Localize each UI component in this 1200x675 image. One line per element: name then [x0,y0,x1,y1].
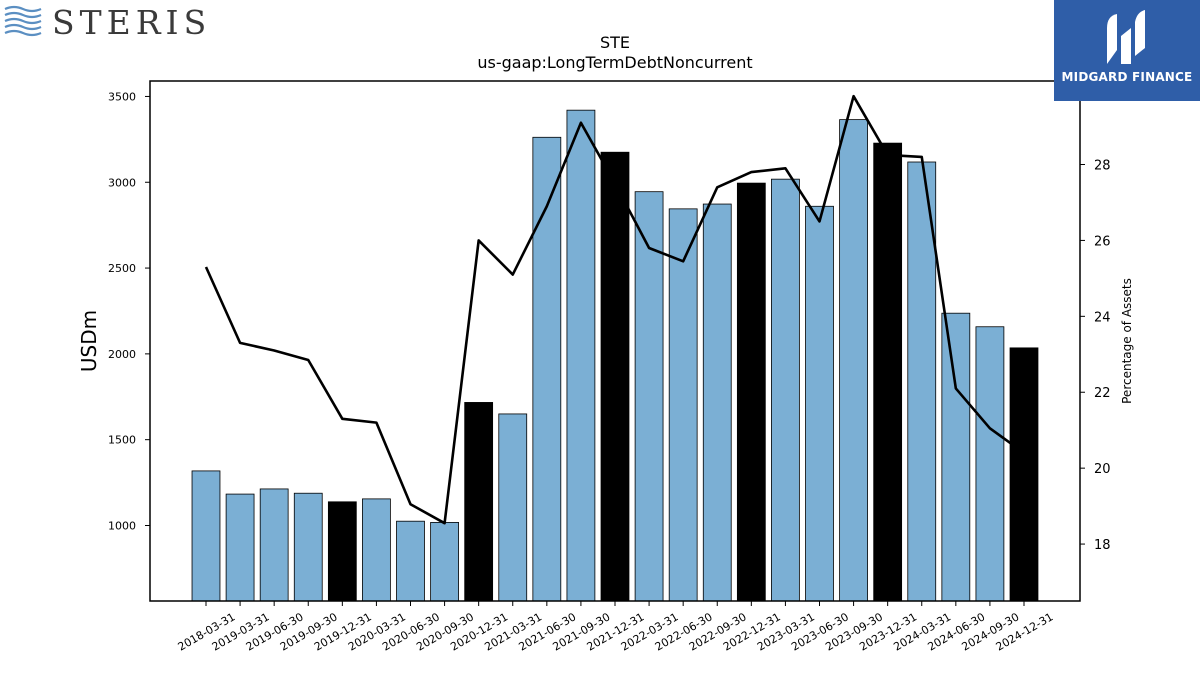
bar [225,493,255,602]
line-layer [204,94,1025,525]
y2-tick-label: 28 [1094,159,1111,174]
y-axis-label: USDm [77,310,101,372]
y2-axis-label: Percentage of Assets [1120,278,1134,404]
bar [498,413,528,602]
y-tick-label: 3500 [108,90,136,103]
bar [430,521,459,602]
bar [327,501,357,602]
y2-tick-label: 18 [1094,538,1111,553]
bar [873,142,903,602]
steris-logo: STERIS [4,2,212,42]
bar [191,470,221,602]
y-tick-label: 2000 [108,348,136,361]
bar [362,498,391,602]
bar [634,191,664,602]
bar [293,492,323,602]
y-tick-label: 1500 [108,434,136,447]
y-tick-label: 3000 [108,176,136,189]
bar [1009,347,1039,602]
y-tick-label: 2500 [108,262,136,275]
bars-layer [191,109,1039,602]
bar [259,488,289,602]
y2-tick-label: 26 [1094,234,1111,249]
y-tick-label: 1000 [108,519,136,532]
bar [532,136,562,602]
bar [702,203,732,602]
chart-subtitle: us-gaap:LongTermDebtNoncurrent [477,53,752,72]
bar [566,109,596,602]
y2-tick-label: 20 [1094,462,1111,477]
y2-tick-label: 22 [1094,386,1111,401]
bar [736,182,766,602]
bar [805,205,834,602]
midgard-finance-logo: MIDGARD FINANCE [1054,0,1200,101]
bar [600,151,630,602]
bar [396,520,425,602]
series-line [204,94,1025,525]
midgard-wordmark: MIDGARD FINANCE [1061,70,1193,84]
bar [975,326,1005,602]
steris-wordmark: STERIS [52,2,212,42]
bar [668,208,698,602]
bar [464,402,494,602]
y2-tick-label: 24 [1094,310,1111,325]
chart-title: STE [600,33,630,52]
midgard-emblem-icon [1107,10,1145,64]
bar [771,178,800,602]
bar [941,312,971,602]
bar [839,119,868,602]
steris-waves-icon [4,5,42,37]
